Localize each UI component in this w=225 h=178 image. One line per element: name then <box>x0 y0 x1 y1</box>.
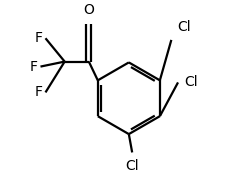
Text: Cl: Cl <box>184 75 197 89</box>
Text: Cl: Cl <box>176 20 190 34</box>
Text: Cl: Cl <box>125 159 138 173</box>
Text: F: F <box>34 85 42 100</box>
Text: F: F <box>29 60 37 74</box>
Text: F: F <box>34 31 42 45</box>
Text: O: O <box>83 2 94 17</box>
